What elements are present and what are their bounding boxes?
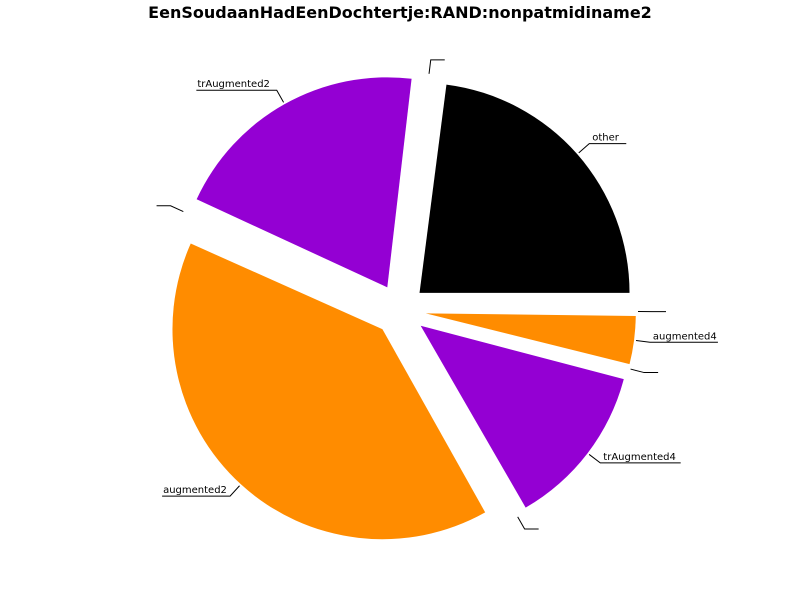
slice-label-traugmented4: trAugmented4 xyxy=(603,452,676,463)
pie-slice-traugmented4 xyxy=(420,325,624,508)
leader-line-other xyxy=(578,143,627,154)
slice-label-augmented4: augmented4 xyxy=(653,331,717,342)
pie-slice-other xyxy=(419,84,630,293)
leader-line-unlabeled-1 xyxy=(428,59,445,74)
pie-slice-augmented2 xyxy=(172,243,486,540)
leader-line-traugmented2 xyxy=(196,89,285,103)
leader-line-augmented4 xyxy=(635,340,718,343)
leader-line-augmented2 xyxy=(162,485,240,497)
pie-slice-traugmented2 xyxy=(196,77,412,288)
pie-slice-unlabeled-7 xyxy=(425,316,629,370)
leader-line-traugmented4 xyxy=(588,454,681,464)
leader-line-unlabeled-5 xyxy=(517,516,539,530)
slice-label-traugmented2: trAugmented2 xyxy=(197,79,270,90)
pie-slice-unlabeled-5 xyxy=(412,332,518,516)
leader-line-unlabeled-7 xyxy=(630,368,659,374)
slice-label-other: other xyxy=(592,133,620,144)
chart-title: EenSoudaanHadEenDochtertje:RAND:nonpatmi… xyxy=(148,3,652,22)
pie-slice-unlabeled-3 xyxy=(184,211,377,300)
leader-line-unlabeled-3 xyxy=(156,205,184,213)
slice-label-augmented2: augmented2 xyxy=(163,485,227,496)
pie-slice-augmented4 xyxy=(425,313,636,365)
pie-slice-unlabeled-9 xyxy=(425,310,636,313)
pie-slice-unlabeled-1 xyxy=(403,75,431,285)
